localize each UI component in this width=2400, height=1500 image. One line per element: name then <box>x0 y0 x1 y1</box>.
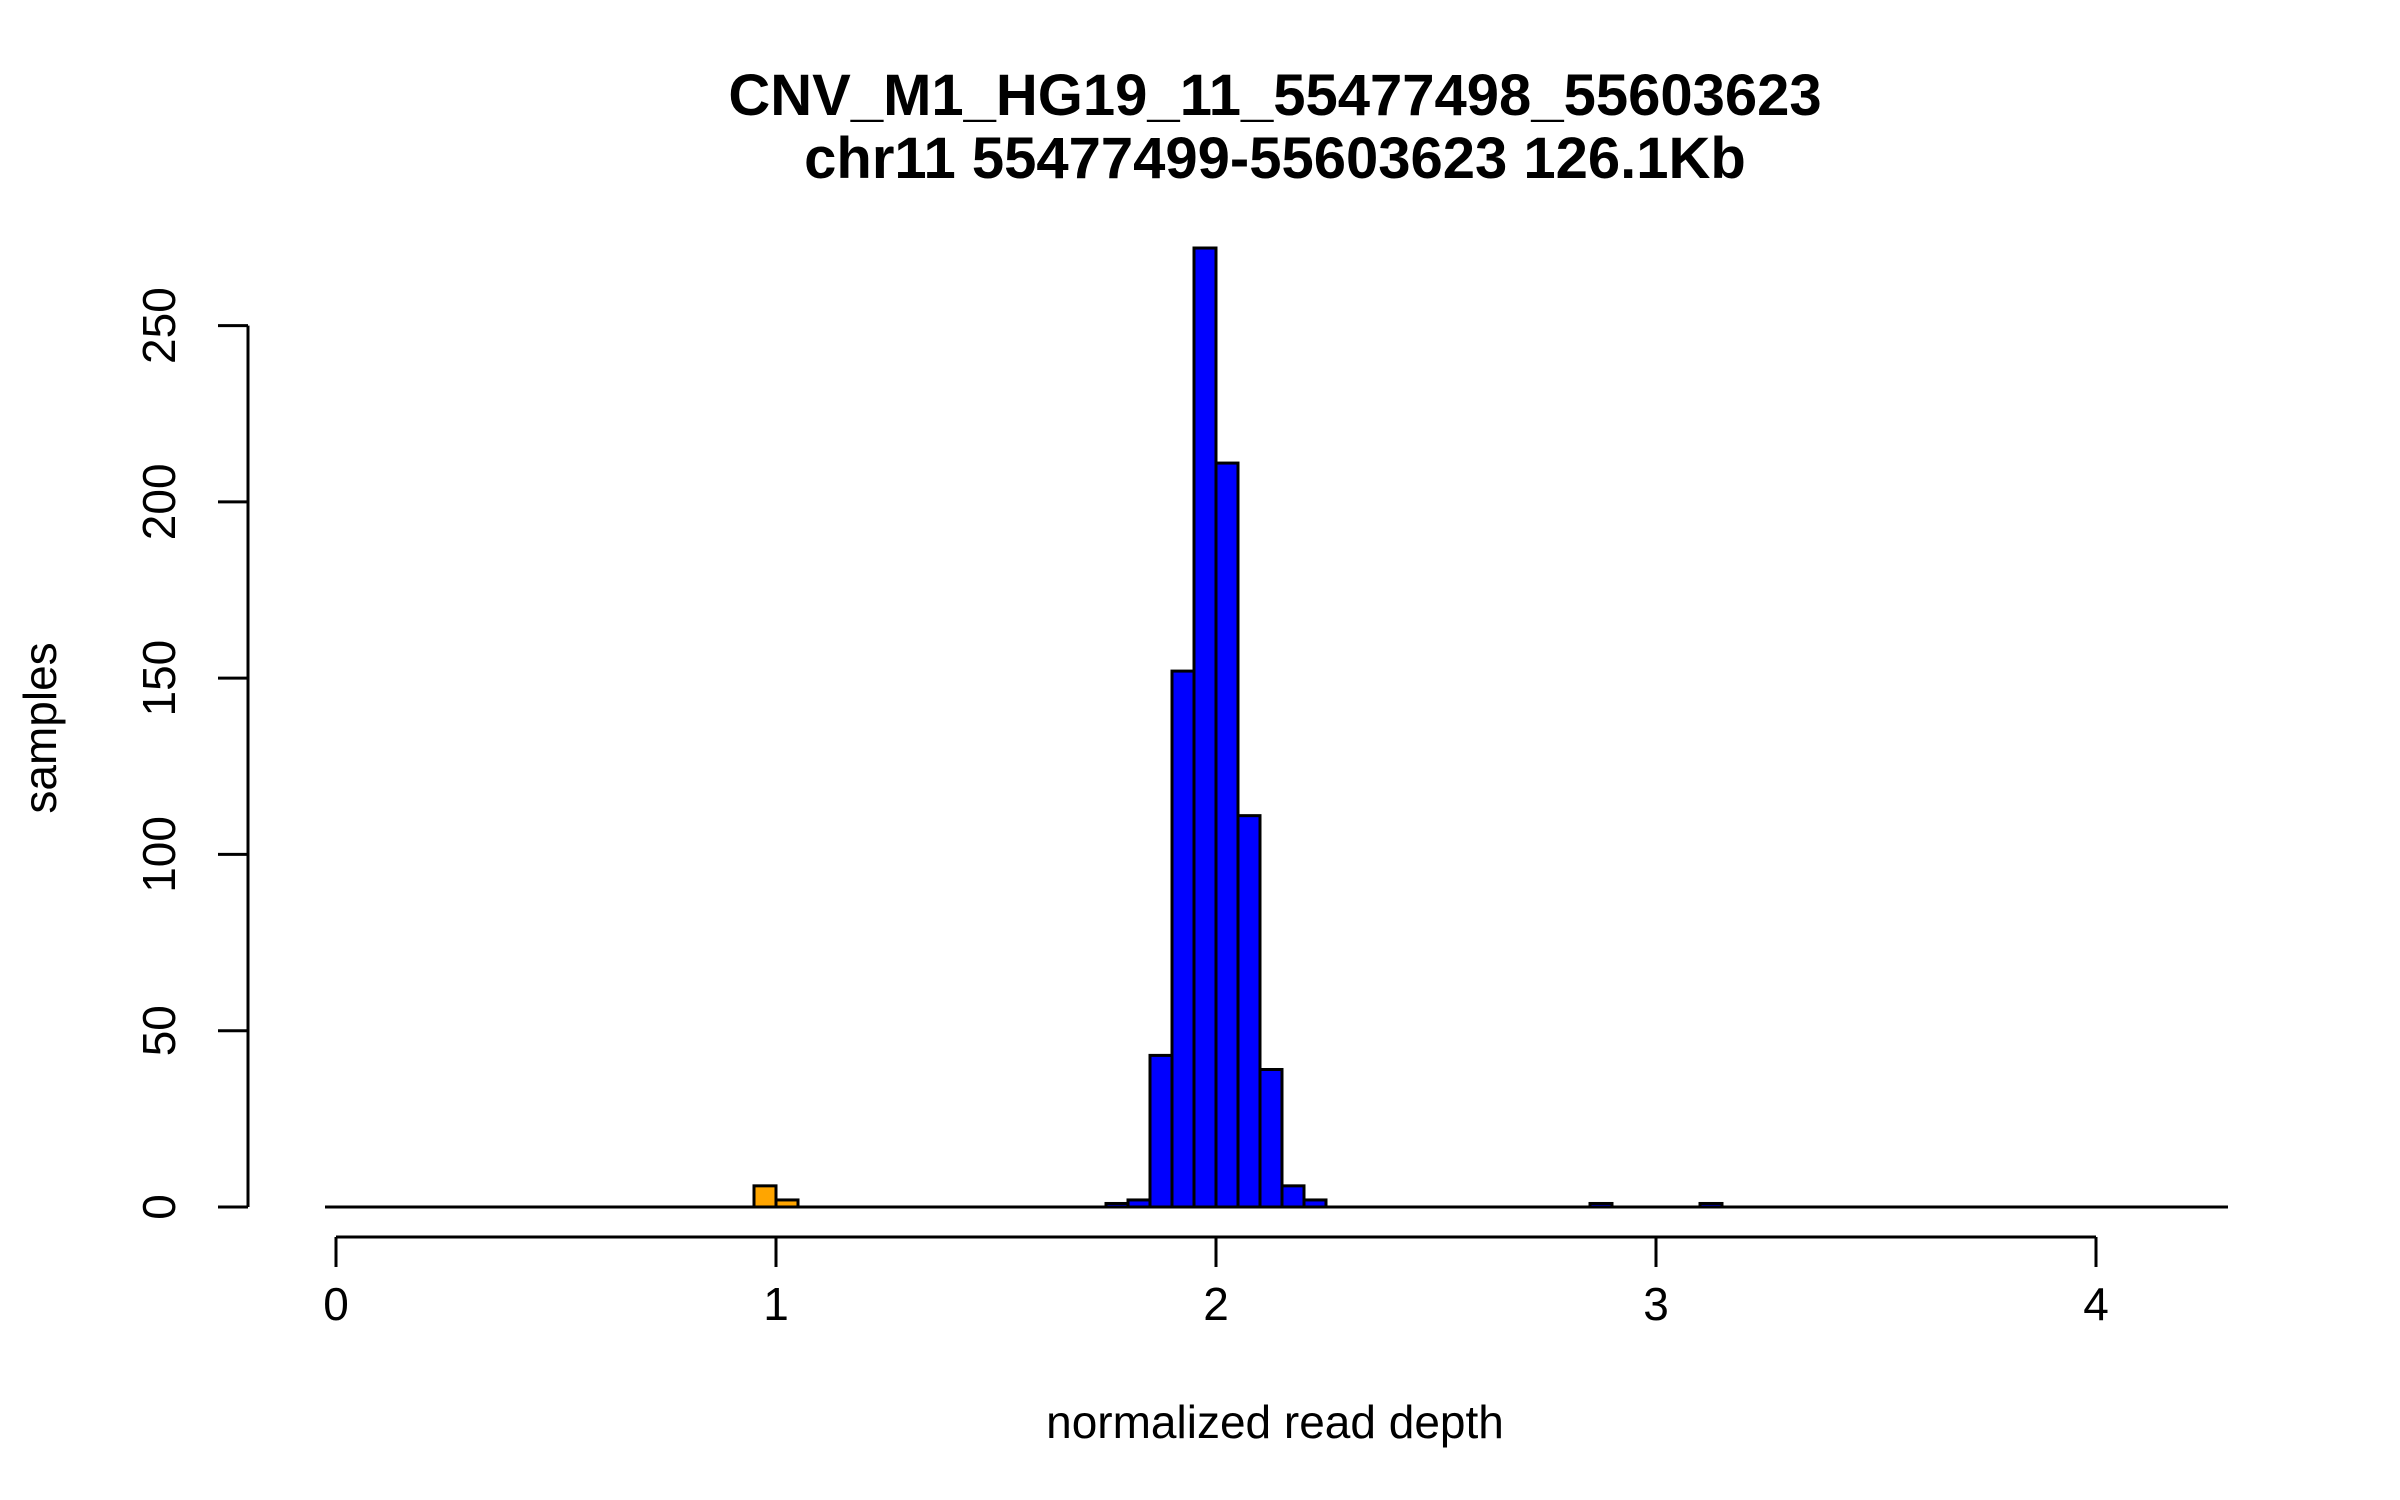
histogram-bar <box>1170 669 1196 1209</box>
y-tick-label: 150 <box>133 640 185 717</box>
histogram-bar <box>1280 1184 1306 1209</box>
histogram-bar <box>1192 246 1218 1209</box>
histogram-bar <box>1588 1201 1614 1209</box>
y-tick-label: 50 <box>133 1005 185 1056</box>
y-axis: 0 50 100 150 200 250 <box>133 287 250 1220</box>
histogram-bar <box>774 1198 800 1209</box>
y-tick-label: 0 <box>133 1194 185 1220</box>
histogram-bar <box>1214 461 1240 1209</box>
histogram-bars <box>752 246 1724 1209</box>
histogram-bar <box>1126 1198 1152 1209</box>
histogram-bar <box>1104 1201 1130 1209</box>
chart-title: CNV_M1_HG19_11_55477498_55603623 <box>728 63 1821 128</box>
histogram-bar <box>1302 1198 1328 1209</box>
y-tick-label: 200 <box>133 463 185 540</box>
y-tick-label: 100 <box>133 816 185 893</box>
histogram-bar <box>1148 1053 1174 1209</box>
histogram-bar <box>1698 1201 1724 1209</box>
chart-subtitle: chr11 55477499-55603623 126.1Kb <box>804 126 1746 191</box>
histogram-bar <box>1236 814 1262 1209</box>
histogram-bar <box>752 1184 778 1209</box>
x-tick-label: 2 <box>1203 1278 1229 1330</box>
histogram-bar <box>1258 1067 1284 1209</box>
x-tick-label: 1 <box>763 1278 789 1330</box>
x-tick-label: 4 <box>2083 1278 2109 1330</box>
y-axis-label: samples <box>14 642 66 813</box>
x-tick-label: 3 <box>1643 1278 1669 1330</box>
x-axis: 0 1 2 3 4 <box>323 1235 2109 1330</box>
y-tick-label: 250 <box>133 287 185 364</box>
x-axis-label: normalized read depth <box>1046 1396 1504 1448</box>
x-tick-label: 0 <box>323 1278 349 1330</box>
